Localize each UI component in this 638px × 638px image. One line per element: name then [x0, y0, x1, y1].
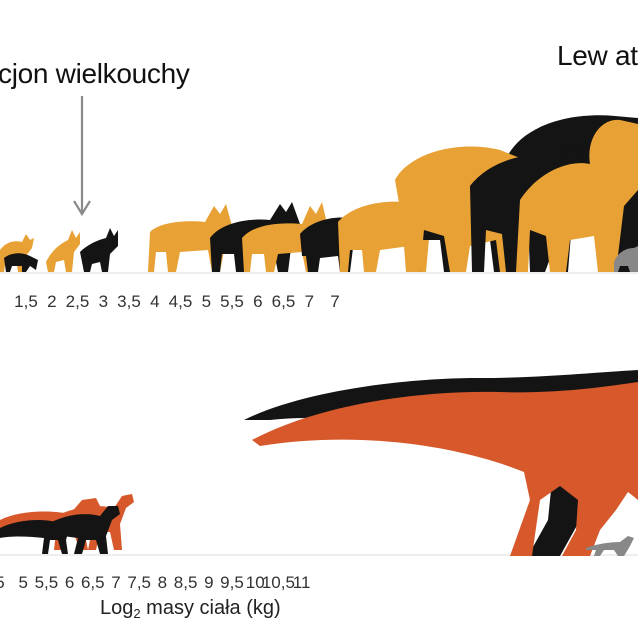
large-theropod-silhouette: [252, 382, 638, 556]
top-tick-1: 2: [47, 292, 56, 311]
bottom-tick-0: 5: [0, 573, 5, 592]
bottom-tick-5: 7: [111, 573, 120, 592]
small-raptor-black-2: [44, 506, 120, 554]
top-tick-12: 7: [330, 292, 339, 311]
tiny-grey-dinosaur: [586, 536, 634, 556]
orange-lion-silhouette: [516, 119, 638, 273]
bottom-tick-10: 9,5: [220, 573, 244, 592]
top-tick-10: 6,5: [272, 292, 296, 311]
black-fox-silhouette: [80, 228, 118, 272]
fennec-silhouette: [46, 230, 80, 272]
axis-title: Log2 masy ciała (kg): [100, 597, 281, 621]
top-tick-7: 5: [202, 292, 211, 311]
small-fox-silhouette: [0, 234, 34, 272]
grey-small-silhouette: [614, 246, 638, 272]
top-tick-3: 3: [99, 292, 108, 311]
top-tick-11: 7: [305, 292, 314, 311]
top-tick-labels: 1,5 2 2,5 3 3,5 4 4,5 5 5,5 6 6,5 7 7: [14, 292, 340, 311]
top-tick-6: 4,5: [169, 292, 193, 311]
dinosaur-silhouettes: [0, 370, 638, 556]
bottom-tick-4: 6,5: [81, 573, 105, 592]
bottom-tick-12: 10,5: [262, 573, 295, 592]
top-tick-0: 1,5: [14, 292, 38, 311]
top-tick-9: 6: [253, 292, 262, 311]
bottom-tick-13: 11: [293, 573, 311, 592]
bottom-tick-11: 10: [246, 573, 265, 592]
fennec-fox-callout: cjon wielkouchy: [0, 58, 190, 89]
bottom-tick-7: 8: [158, 573, 167, 592]
axis-title-subscript: 2: [133, 606, 141, 621]
carnivore-silhouettes: [0, 115, 638, 273]
top-tick-2: 2,5: [66, 292, 90, 311]
bottom-tick-6: 7,5: [127, 573, 151, 592]
small-black-silhouette: [4, 253, 38, 272]
axis-title-prefix: Log: [100, 597, 134, 619]
callout-arrow: [73, 96, 91, 217]
bottom-tick-2: 5,5: [35, 573, 59, 592]
bottom-tick-3: 6: [65, 573, 74, 592]
lion-callout: Lew at: [557, 40, 638, 71]
bottom-tick-9: 9: [204, 573, 213, 592]
bottom-tick-8: 8,5: [174, 573, 198, 592]
bottom-tick-1: 5: [18, 573, 27, 592]
axis-title-suffix: masy ciała (kg): [140, 597, 281, 619]
top-tick-4: 3,5: [117, 292, 141, 311]
top-tick-5: 4: [150, 292, 159, 311]
top-tick-8: 5,5: [220, 292, 244, 311]
